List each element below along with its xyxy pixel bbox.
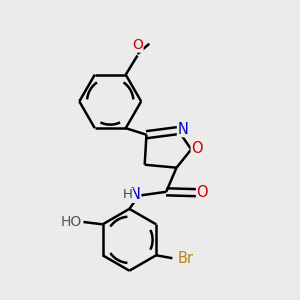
Text: HO: HO — [61, 215, 82, 229]
Text: O: O — [191, 141, 203, 156]
Text: N: N — [178, 122, 188, 136]
Text: O: O — [196, 185, 208, 200]
Text: O: O — [132, 38, 143, 52]
Text: N: N — [130, 187, 141, 202]
Text: Br: Br — [177, 251, 194, 266]
Text: H: H — [123, 188, 133, 201]
